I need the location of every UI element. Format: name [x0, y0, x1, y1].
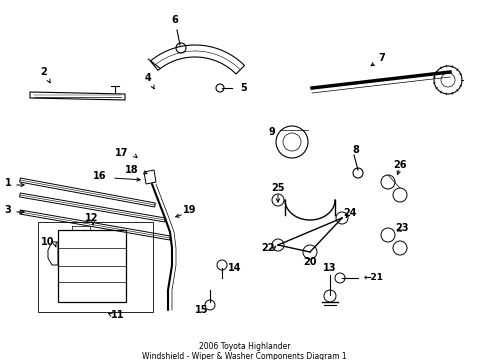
Text: 11: 11	[111, 310, 124, 320]
Text: 3: 3	[4, 205, 11, 215]
Text: 1: 1	[4, 178, 11, 188]
Text: 7: 7	[370, 53, 385, 66]
Bar	[58, 230, 126, 302]
Text: 5: 5	[240, 83, 246, 93]
Text: 26: 26	[392, 160, 406, 170]
Text: 8: 8	[352, 145, 359, 155]
Text: 25: 25	[271, 183, 284, 193]
Text: 6: 6	[171, 15, 178, 25]
Text: 15: 15	[195, 305, 208, 315]
Text: 12: 12	[85, 213, 99, 223]
Text: 10: 10	[41, 237, 55, 247]
Text: 19: 19	[183, 205, 196, 215]
Text: 24: 24	[343, 208, 356, 218]
Text: 22: 22	[261, 243, 274, 253]
Text: 2: 2	[41, 67, 50, 83]
Text: 9: 9	[268, 127, 275, 137]
Text: 14: 14	[227, 263, 241, 273]
Text: 20: 20	[303, 257, 316, 267]
Text: 17: 17	[115, 148, 128, 158]
Text: 23: 23	[394, 223, 408, 233]
Text: 18: 18	[125, 165, 139, 175]
Text: 4: 4	[144, 73, 154, 89]
Text: 13: 13	[323, 263, 336, 273]
Text: 16: 16	[93, 171, 106, 181]
Text: ←21: ←21	[363, 274, 383, 283]
Bar	[38, 222, 153, 312]
Text: 2006 Toyota Highlander
Windshield - Wiper & Washer Components Diagram 1: 2006 Toyota Highlander Windshield - Wipe…	[142, 342, 346, 360]
